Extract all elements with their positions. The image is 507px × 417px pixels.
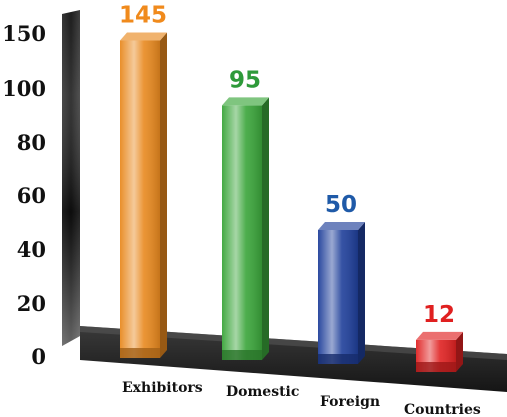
chart-floor-top-edge <box>80 326 507 360</box>
bar-foreign <box>318 222 365 364</box>
y-tick-label: 0 <box>31 344 46 369</box>
y-tick-label: 20 <box>17 291 46 316</box>
value-label-countries: 12 <box>423 302 455 328</box>
bar-top <box>120 32 167 41</box>
bar-top <box>416 331 463 340</box>
bar-domestic <box>222 97 269 361</box>
category-label-countries: Countries <box>404 402 481 417</box>
bar-base-shadow <box>416 362 456 372</box>
bar-side <box>160 32 167 358</box>
y-tick-label: 80 <box>17 130 46 155</box>
bar-top <box>222 97 269 106</box>
category-label-foreign: Foreign <box>320 394 380 410</box>
bar-countries <box>416 331 463 372</box>
value-label-exhibitors: 145 <box>119 3 167 29</box>
category-label-exhibitors: Exhibitors <box>122 380 203 396</box>
bar-gloss <box>222 105 262 361</box>
bar-gloss <box>120 40 160 358</box>
bar-base-shadow <box>222 350 262 360</box>
bar-exhibitors <box>120 32 167 358</box>
value-label-domestic: 95 <box>229 67 261 93</box>
bar-gloss <box>318 230 358 364</box>
bar-top <box>318 222 365 230</box>
chart-floor <box>80 326 507 392</box>
bar-base-shadow <box>120 348 160 358</box>
category-labels: Exhibitors Domestic Foreign Countries <box>122 380 481 417</box>
bar-side <box>456 331 463 372</box>
bar-base-shadow <box>318 354 358 364</box>
y-axis-ticks: 0 20 40 60 80 100 150 <box>2 21 46 369</box>
y-tick-label: 150 <box>2 21 46 46</box>
bars <box>120 32 463 372</box>
value-label-foreign: 50 <box>325 192 357 218</box>
chart-back-wall-sheen <box>62 10 80 346</box>
value-labels: 145 95 50 12 <box>119 3 455 328</box>
y-tick-label: 60 <box>17 183 46 208</box>
bar-side <box>262 97 269 361</box>
bar-side <box>358 222 365 364</box>
category-label-domestic: Domestic <box>226 384 299 400</box>
y-tick-label: 40 <box>17 237 46 262</box>
y-tick-label: 100 <box>2 76 46 101</box>
